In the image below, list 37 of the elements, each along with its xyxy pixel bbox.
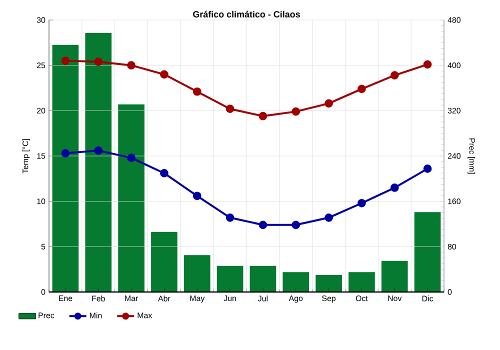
chart-title: Gráfico climático - Cilaos <box>193 10 300 18</box>
bar <box>348 272 375 292</box>
bar <box>52 44 79 292</box>
bar <box>381 260 408 292</box>
point <box>61 56 70 65</box>
bar <box>282 272 310 292</box>
point <box>390 184 399 192</box>
point <box>358 84 366 94</box>
point <box>226 213 234 222</box>
point <box>324 213 333 222</box>
bar <box>414 212 441 292</box>
point <box>292 107 300 116</box>
point <box>258 112 268 120</box>
point <box>192 87 202 96</box>
point <box>358 198 366 208</box>
bar <box>316 275 342 292</box>
bar <box>151 232 178 292</box>
point <box>226 104 234 114</box>
point <box>127 61 136 70</box>
bar <box>216 266 244 292</box>
point <box>160 70 168 79</box>
point <box>61 149 70 158</box>
point <box>258 220 268 230</box>
point <box>423 60 432 69</box>
point <box>324 99 333 108</box>
point <box>94 146 103 155</box>
point <box>292 220 300 230</box>
point <box>390 71 399 80</box>
bar <box>250 266 276 292</box>
point <box>160 169 168 178</box>
bar <box>184 255 210 292</box>
point <box>423 164 432 173</box>
point <box>192 192 202 200</box>
point <box>94 58 103 66</box>
bar <box>85 33 112 292</box>
bar <box>118 104 144 292</box>
point <box>127 154 136 162</box>
